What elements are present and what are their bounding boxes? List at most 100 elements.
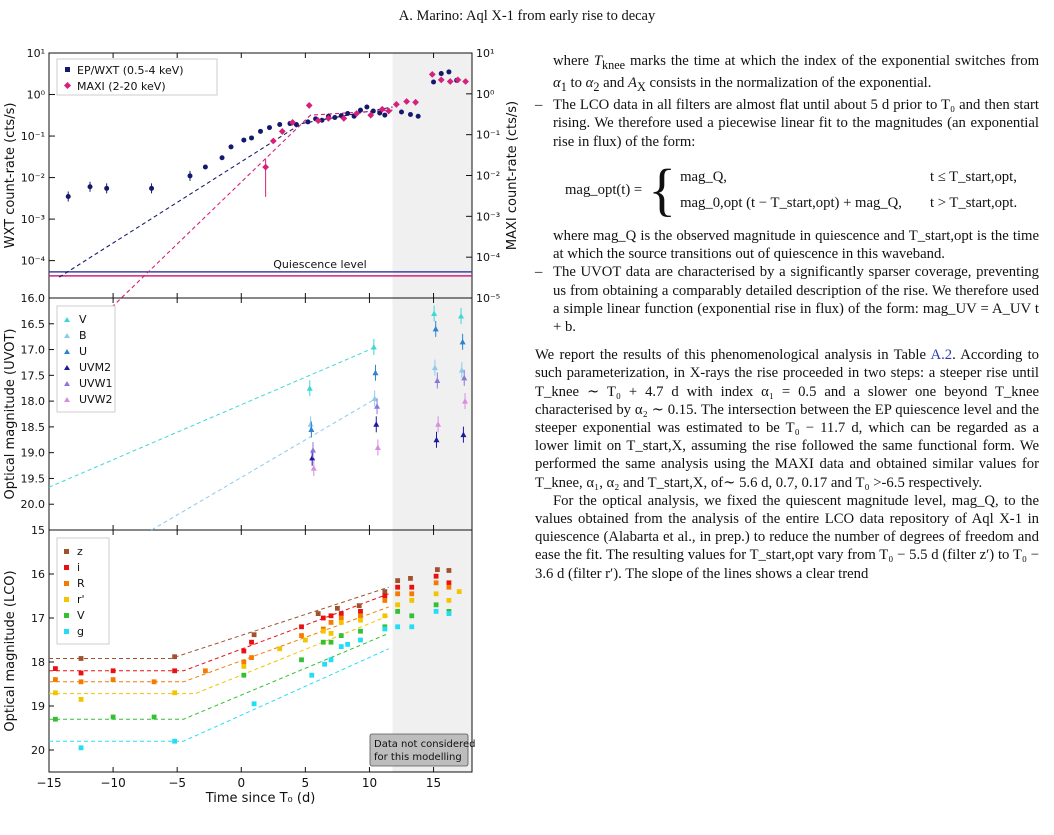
legend-maxi-label: MAXI (2-20 keV) xyxy=(77,80,166,93)
lco-point xyxy=(328,620,334,625)
uvot-point xyxy=(370,343,377,350)
legend-mid-label: UVW1 xyxy=(79,377,112,390)
lco-point xyxy=(446,568,452,573)
legend-bot-marker xyxy=(64,597,69,602)
lco-point xyxy=(53,690,58,696)
legend-mid-marker xyxy=(64,397,70,402)
bullet-uvot: – The UVOT data are characterised by a si… xyxy=(535,264,1039,335)
y-tick-label-mid: 17.5 xyxy=(21,369,46,382)
table-reference-link[interactable]: A.2 xyxy=(930,347,953,364)
lco-point xyxy=(358,637,363,643)
lco-fit-line xyxy=(49,593,389,672)
y-tick-label-mid: 20.0 xyxy=(21,498,46,511)
note-box xyxy=(369,733,469,767)
lco-point xyxy=(338,620,344,625)
lco-point xyxy=(302,637,308,643)
paragraph-results: We report the results of this phenomenol… xyxy=(535,347,1040,491)
wxt-point xyxy=(431,79,437,85)
maxi-point xyxy=(262,163,270,171)
lco-point xyxy=(446,580,452,586)
x-tick-label: 10 xyxy=(362,776,377,790)
uvot-point xyxy=(434,377,441,383)
lco-point xyxy=(338,611,344,616)
legend-mid-label: UVM2 xyxy=(79,361,111,374)
uvot-point xyxy=(458,367,465,373)
lco-point xyxy=(338,644,344,649)
not-modelled-region-top xyxy=(392,53,472,298)
lco-point xyxy=(358,628,363,634)
legend-bot-marker xyxy=(64,629,69,634)
maxi-point xyxy=(385,107,393,115)
maxi-point xyxy=(353,110,361,117)
lco-point xyxy=(433,573,439,579)
legend-mid-marker xyxy=(64,365,70,370)
lco-point xyxy=(172,690,178,696)
y-axis-label-right: MAXI count-rate (cts/s) xyxy=(505,101,520,250)
lco-point xyxy=(335,605,340,611)
legend-mid-label: V xyxy=(79,313,87,326)
uvot-point xyxy=(310,465,317,471)
y-tick-label-bot: 18 xyxy=(31,656,45,669)
panel-frame-bot xyxy=(48,529,473,773)
uvot-point xyxy=(459,338,466,345)
uvot-point xyxy=(371,395,378,402)
wxt-point xyxy=(266,125,272,131)
lco-point xyxy=(358,609,363,614)
lco-point xyxy=(356,603,362,609)
maxi-point xyxy=(325,115,332,122)
uvot-point xyxy=(431,310,438,316)
note-line-2: for this modelling xyxy=(374,752,462,763)
uvot-point xyxy=(433,436,440,443)
lco-point xyxy=(251,701,257,707)
lco-point xyxy=(241,659,247,665)
x-tick-label: −10 xyxy=(100,776,125,790)
y-tick-label-left: 10⁻³ xyxy=(21,213,45,226)
wxt-point xyxy=(446,69,452,75)
lco-point xyxy=(110,677,116,682)
uvot-point xyxy=(309,447,316,453)
equation-piecewise: mag_opt(t) = { mag_Q, t ≤ T_start,opt, ma… xyxy=(565,156,1018,222)
wxt-point xyxy=(249,135,255,141)
paragraph-magq: where mag_Q is the observed magnitude in… xyxy=(553,227,1039,263)
lco-point xyxy=(382,598,388,603)
uvot-point xyxy=(372,369,379,376)
lco-point xyxy=(320,628,326,634)
wxt-point xyxy=(305,119,311,125)
uvot-point xyxy=(373,421,380,427)
legend-mid-marker xyxy=(64,317,70,322)
lco-point xyxy=(299,657,304,663)
lco-point xyxy=(382,613,388,619)
lco-point xyxy=(241,672,247,678)
lco-point xyxy=(328,657,334,663)
legend-mid-marker xyxy=(64,333,70,338)
lco-point xyxy=(409,584,415,590)
uvot-point xyxy=(308,426,315,432)
lco-point xyxy=(53,677,58,682)
lco-point xyxy=(251,632,257,638)
bullet-lco: – The LCO data in all filters are almost … xyxy=(535,97,1039,150)
wxt-point xyxy=(382,112,388,118)
maxi-point xyxy=(446,78,454,85)
uvot-point xyxy=(431,364,438,371)
legend-mid-label: UVW2 xyxy=(79,393,112,406)
uvot-point xyxy=(458,313,465,319)
maxi-fit-line xyxy=(106,109,393,313)
legend-mid-marker xyxy=(64,381,70,386)
lco-point xyxy=(395,602,401,608)
maxi-point xyxy=(454,76,462,84)
legend-bot-box xyxy=(56,537,110,645)
lco-point xyxy=(433,591,439,597)
wxt-point xyxy=(293,121,299,127)
lco-point xyxy=(249,655,254,660)
legend-bot-marker xyxy=(64,613,69,618)
wxt-point xyxy=(332,114,338,120)
legend-mid-marker xyxy=(64,349,70,354)
maxi-point xyxy=(289,118,296,126)
legend-top-box xyxy=(56,58,218,96)
y-tick-label-right: 10⁰ xyxy=(476,88,495,101)
wxt-point xyxy=(319,117,325,123)
y-tick-label-right: 10⁻² xyxy=(476,170,500,183)
wxt-point xyxy=(219,155,225,161)
y-tick-label-left: 10⁻⁴ xyxy=(21,255,46,268)
uvot-point xyxy=(374,403,381,409)
